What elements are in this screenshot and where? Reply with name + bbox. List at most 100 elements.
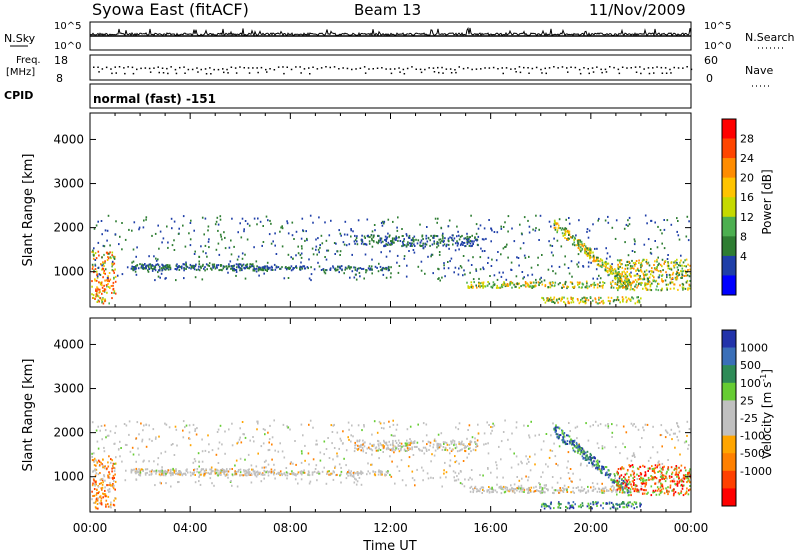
data-cell (496, 483, 498, 486)
data-cell (340, 466, 342, 469)
colorbar-cell (722, 177, 736, 198)
freq-point (682, 67, 684, 69)
data-cell (535, 485, 537, 488)
data-cell (144, 263, 146, 265)
data-cell (670, 428, 673, 431)
data-cell (363, 425, 365, 428)
data-cell (452, 243, 454, 246)
data-cell (601, 259, 604, 262)
data-cell (253, 267, 255, 270)
data-cell (605, 270, 608, 273)
nave-point (618, 72, 621, 75)
data-cell (559, 487, 561, 489)
data-cell (607, 473, 610, 476)
data-cell (616, 488, 619, 491)
data-cell (140, 266, 142, 269)
data-cell (579, 250, 582, 252)
data-cell (633, 274, 636, 277)
data-cell (617, 299, 620, 302)
data-cell (160, 482, 162, 485)
data-cell (439, 241, 442, 244)
data-cell (653, 276, 655, 279)
data-cell (446, 449, 449, 452)
data-cell (637, 468, 640, 471)
data-cell (340, 265, 343, 268)
data-cell (651, 468, 654, 470)
data-cell (667, 468, 670, 471)
data-cell (94, 279, 96, 282)
data-cell (666, 219, 669, 222)
data-cell (530, 420, 532, 423)
data-cell (539, 278, 541, 281)
data-cell (626, 280, 628, 283)
data-cell (466, 437, 468, 440)
freq-point (471, 68, 473, 71)
data-cell (113, 256, 115, 259)
data-cell (440, 432, 443, 435)
data-cell (98, 254, 100, 257)
freq-point (480, 68, 482, 70)
data-cell (430, 253, 433, 256)
data-cell (689, 473, 691, 476)
data-cell (529, 455, 531, 458)
data-cell (633, 482, 635, 485)
data-cell (598, 264, 600, 267)
data-cell (474, 437, 476, 440)
data-cell (493, 231, 496, 233)
data-cell (582, 283, 585, 286)
data-cell (553, 492, 555, 495)
data-cell (477, 227, 480, 230)
data-cell (687, 447, 689, 450)
data-cell (436, 444, 438, 447)
data-cell (252, 470, 255, 473)
data-cell (549, 502, 552, 505)
data-cell (621, 285, 623, 288)
data-cell (334, 267, 337, 270)
data-cell (94, 268, 97, 271)
data-cell (622, 506, 624, 509)
data-cell (571, 443, 573, 446)
data-cell (247, 471, 250, 474)
data-cell (170, 474, 172, 477)
data-cell (634, 425, 637, 428)
data-cell (688, 220, 690, 223)
data-cell (479, 224, 482, 227)
data-cell (194, 276, 197, 279)
data-cell (478, 285, 480, 288)
data-cell (390, 448, 393, 451)
data-cell (468, 244, 471, 247)
data-cell (136, 469, 138, 472)
freq-point (123, 67, 125, 69)
data-cell (96, 276, 99, 279)
data-cell (285, 268, 288, 271)
data-cell (493, 274, 496, 277)
data-cell (595, 463, 598, 466)
data-cell (680, 490, 683, 493)
data-cell (504, 246, 506, 248)
freq-point (647, 67, 650, 69)
data-cell (210, 466, 213, 469)
data-cell (636, 296, 638, 299)
data-cell (592, 283, 594, 286)
data-cell (569, 441, 571, 444)
data-cell (671, 273, 674, 276)
data-cell (294, 440, 296, 442)
data-cell (317, 237, 319, 240)
data-cell (300, 470, 303, 473)
data-cell (577, 486, 579, 489)
data-cell (146, 468, 149, 471)
data-cell (94, 481, 97, 484)
data-cell (135, 478, 138, 481)
data-cell (632, 297, 635, 300)
data-cell (631, 265, 634, 268)
data-cell (482, 474, 484, 477)
data-cell (385, 237, 388, 240)
power-y-axis-label: Slant Range [km] (21, 154, 36, 267)
data-cell (667, 254, 669, 256)
data-cell (661, 274, 663, 277)
data-cell (680, 492, 682, 494)
data-cell (685, 474, 687, 476)
data-cell (650, 478, 652, 481)
data-cell (553, 442, 555, 445)
data-cell (627, 254, 630, 257)
